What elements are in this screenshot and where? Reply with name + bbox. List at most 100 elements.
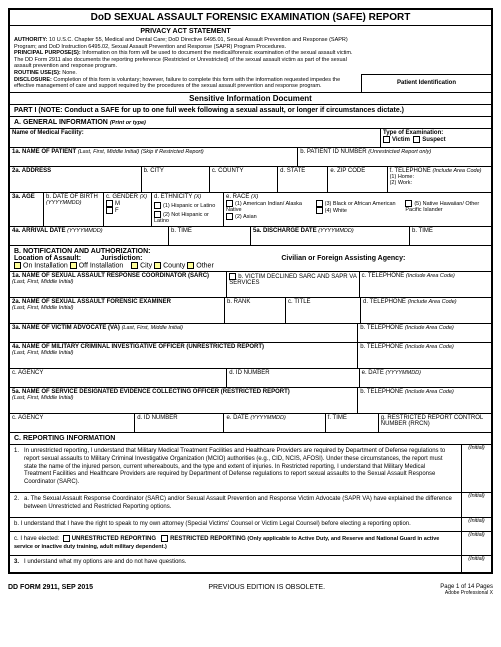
f2c[interactable]: c. COUNTY [210,167,278,192]
gender-m-checkbox[interactable] [106,200,113,207]
f3e: e. RACE (X) (1) American Indian/ Alaska … [224,193,491,226]
facility-label: Name of Medical Facility: [10,129,381,147]
on-inst-checkbox[interactable] [14,262,21,269]
f2a[interactable]: 2a. ADDRESS [10,167,142,192]
b4b[interactable]: b. TELEPHONE (Include Area Code) [358,343,491,368]
suspect-checkbox[interactable] [413,136,420,143]
row-4-5: 4a. ARRIVAL DATE (YYYYMMDD) b. TIME 5a. … [10,227,491,246]
form-number: DD FORM 2911, SEP 2015 [8,584,93,596]
f2b[interactable]: b. CITY [142,167,210,192]
race5-checkbox[interactable] [405,200,412,207]
privacy-heading: PRIVACY ACT STATEMENT [10,26,361,35]
f5b[interactable]: b. TIME [410,227,491,245]
initial-2b[interactable]: (Initial) [461,518,491,532]
row-1: 1a. NAME OF PATIENT (Last, First, Middle… [10,148,491,167]
b2c[interactable]: c. TITLE [286,298,361,323]
f4b[interactable]: b. TIME [169,227,251,245]
row-b5a: 5a. NAME OF SERVICE DESIGNATED EVIDENCE … [10,388,491,414]
sensitive-doc-heading: Sensitive Information Document [10,92,491,105]
routine-text: None. [62,70,77,76]
eth1-checkbox[interactable] [154,202,161,209]
section-b-heading: B. NOTIFICATION AND AUTHORIZATION: [14,248,487,255]
b3b[interactable]: b. TELEPHONE (Include Area Code) [358,324,491,342]
b5a[interactable]: 5a. NAME OF SERVICE DESIGNATED EVIDENCE … [10,388,358,413]
row-b2: 2a. NAME OF SEXUAL ASSAULT FORENSIC EXAM… [10,298,491,324]
victim-checkbox[interactable] [383,136,390,143]
race1-checkbox[interactable] [226,200,233,207]
b5f[interactable]: f. TIME [326,414,379,432]
authority-label: AUTHORITY: [14,37,48,43]
routine-label: ROUTINE USE(S): [14,70,61,76]
f2d[interactable]: d. STATE [278,167,328,192]
race3-checkbox[interactable] [316,200,323,207]
f3b[interactable]: b. DATE OF BIRTH(YYYYMMDD) [44,193,104,226]
adobe-text: Adobe Professional X [445,590,493,596]
c2c-text: c. I have elected: [14,537,59,543]
declined-checkbox[interactable] [229,273,236,280]
f1a[interactable]: 1a. NAME OF PATIENT (Last, First, Middle… [10,148,298,166]
part1-heading: PART I (NOTE: Conduct a SAFE for up to o… [10,105,491,117]
other-checkbox[interactable] [187,262,194,269]
facility-row: Name of Medical Facility: Type of Examin… [10,129,491,148]
f3d: d. ETHNICITY (X) (1) Hispanic or Latino … [152,193,224,226]
jur-label: Jurisdiction: [100,255,142,262]
county-checkbox[interactable] [154,262,161,269]
f1b[interactable]: b. PATIENT ID NUMBER (Unrestricted Repor… [298,148,491,166]
b5c[interactable]: c. AGENCY [10,414,135,432]
b2d[interactable]: d. TELEPHONE (Include Area Code) [361,298,491,323]
race4-checkbox[interactable] [316,207,323,214]
f3a[interactable]: 3a. AGE [10,193,44,226]
section-a-label: A. GENERAL INFORMATION [14,119,108,126]
type-exam-cell: Type of Examination: Victim Suspect [381,129,491,147]
reporting-info: 1.In unrestricted reporting, I understan… [10,445,491,572]
f4a[interactable]: 4a. ARRIVAL DATE (YYYYMMDD) [10,227,169,245]
b5b[interactable]: b. TELEPHONE (Include Area Code) [358,388,491,413]
gender-f-checkbox[interactable] [106,207,113,214]
b2b[interactable]: b. RANK [225,298,286,323]
b5e[interactable]: e. DATE (YYYYMMDD) [224,414,325,432]
b1c[interactable]: c. TELEPHONE (Include Area Code) [360,272,491,297]
b4d[interactable]: d. ID NUMBER [227,369,359,387]
victim-label: Victim [392,137,410,143]
row-b4c: c. AGENCY d. ID NUMBER e. DATE (YYYYMMDD… [10,369,491,388]
b4e[interactable]: e. DATE (YYYYMMDD) [360,369,491,387]
res-checkbox[interactable] [161,535,168,542]
initial-2c[interactable]: (Initial) [461,532,491,555]
initial-2a[interactable]: (Initial) [461,493,491,517]
authority-text: 10 U.S.C. Chapter 55, Medical and Dental… [14,37,348,50]
f2f[interactable]: f. TELEPHONE (Include Area Code) (1) Hom… [388,167,491,192]
f2e[interactable]: e. ZIP CODE [328,167,387,192]
b4c[interactable]: c. AGENCY [10,369,227,387]
c2a-text: a. The Sexual Assault Response Coordinat… [24,496,457,512]
b5d[interactable]: d. ID NUMBER [135,414,224,432]
f5a[interactable]: 5a. DISCHARGE DATE (YYYYMMDD) [251,227,410,245]
initial-1[interactable]: (Initial) [461,445,491,492]
privacy-block: PRIVACY ACT STATEMENT AUTHORITY: 10 U.S.… [10,26,361,92]
loc-label: Location of Assault: [14,255,81,262]
b3a[interactable]: 3a. NAME OF VICTIM ADVOCATE (VA) (Last, … [10,324,358,342]
c1-text: In unrestricted reporting, I understand … [24,448,457,487]
suspect-label: Suspect [422,137,445,143]
row-b4a: 4a. NAME OF MILITARY CRIMINAL INVESTIGAT… [10,343,491,369]
race2-checkbox[interactable] [226,213,233,220]
row-b5c: c. AGENCY d. ID NUMBER e. DATE (YYYYMMDD… [10,414,491,433]
off-inst-checkbox[interactable] [70,262,77,269]
civ-agency-label: Civilian or Foreign Assisting Agency: [281,255,487,269]
unres-checkbox[interactable] [63,535,70,542]
b2a[interactable]: 2a. NAME OF SEXUAL ASSAULT FORENSIC EXAM… [10,298,225,323]
purpose-label: PRINCIPAL PURPOSE(S): [14,50,81,56]
disclosure-text: Completion of this form is voluntary; ho… [14,77,340,90]
c2b-text: b. I understand that I have the right to… [14,521,457,529]
row-b3: 3a. NAME OF VICTIM ADVOCATE (VA) (Last, … [10,324,491,343]
b5g[interactable]: g. RESTRICTED REPORT CONTROL NUMBER (RRC… [379,414,491,432]
f3c: c. GENDER (X) M F [104,193,152,226]
b4a[interactable]: 4a. NAME OF MILITARY CRIMINAL INVESTIGAT… [10,343,358,368]
city-checkbox[interactable] [131,262,138,269]
section-b-block: B. NOTIFICATION AND AUTHORIZATION: Locat… [10,246,491,272]
privacy-row: PRIVACY ACT STATEMENT AUTHORITY: 10 U.S.… [10,26,491,92]
row-b1: 1a. NAME OF SEXUAL ASSAULT RESPONSE COOR… [10,272,491,298]
initial-3[interactable]: (Initial) [461,556,491,572]
prev-edition: PREVIOUS EDITION IS OBSOLETE. [208,584,325,596]
b1a[interactable]: 1a. NAME OF SEXUAL ASSAULT RESPONSE COOR… [10,272,227,297]
eth2-checkbox[interactable] [154,211,161,218]
